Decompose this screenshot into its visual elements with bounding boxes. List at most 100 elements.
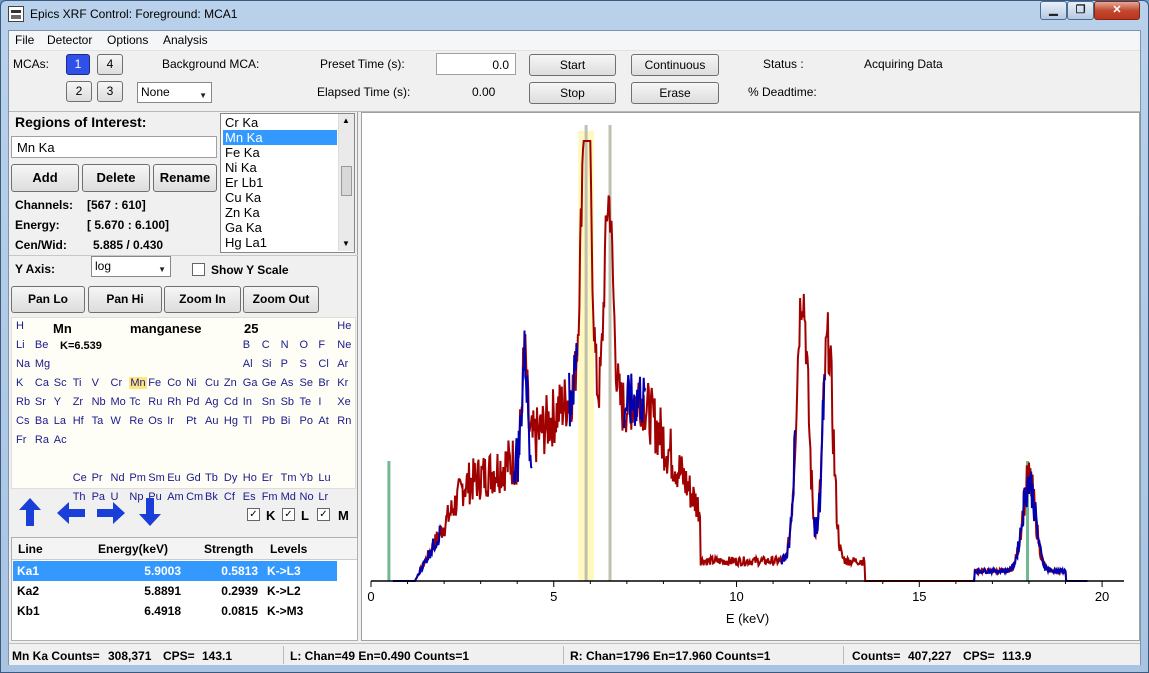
element-dy[interactable]: Dy [223, 472, 238, 484]
element-ag[interactable]: Ag [205, 396, 219, 408]
element-li[interactable]: Li [16, 339, 25, 351]
element-cs[interactable]: Cs [16, 415, 30, 427]
element-h[interactable]: H [16, 320, 24, 332]
element-f[interactable]: F [318, 339, 326, 351]
element-re[interactable]: Re [129, 415, 144, 427]
roi-list-item[interactable]: Er Lb1 [225, 175, 264, 190]
element-co[interactable]: Co [167, 377, 182, 389]
element-pr[interactable]: Pr [91, 472, 103, 484]
element-au[interactable]: Au [205, 415, 219, 427]
element-pt[interactable]: Pt [186, 415, 197, 427]
scroll-down-icon[interactable]: ▼ [342, 239, 350, 248]
mca-button-2[interactable]: 2 [66, 81, 92, 102]
scroll-thumb[interactable] [341, 166, 352, 196]
element-si[interactable]: Si [261, 358, 272, 370]
element-bi[interactable]: Bi [280, 415, 291, 427]
element-fe[interactable]: Fe [148, 377, 162, 389]
element-te[interactable]: Te [299, 396, 312, 408]
element-sc[interactable]: Sc [53, 377, 67, 389]
element-kr[interactable]: Kr [337, 377, 349, 389]
element-ca[interactable]: Ca [34, 377, 49, 389]
table-row[interactable]: Ka2 5.8891 0.2939 K->L2 [13, 581, 337, 601]
element-ti[interactable]: Ti [72, 377, 82, 389]
element-ni[interactable]: Ni [186, 377, 197, 389]
element-la[interactable]: La [53, 415, 67, 427]
element-u[interactable]: U [110, 491, 119, 503]
element-p[interactable]: P [280, 358, 288, 370]
element-na[interactable]: Na [16, 358, 31, 370]
element-sm[interactable]: Sm [148, 472, 165, 484]
element-ge[interactable]: Ge [261, 377, 277, 389]
start-button[interactable]: Start [529, 54, 616, 76]
element-es[interactable]: Es [242, 491, 256, 503]
pan-lo-button[interactable]: Pan Lo [11, 286, 85, 313]
element-cl[interactable]: Cl [318, 358, 329, 370]
minimize-button[interactable]: ▁ [1040, 1, 1067, 20]
element-ra[interactable]: Ra [34, 434, 49, 446]
maximize-button[interactable]: ❐ [1067, 1, 1094, 20]
element-yb[interactable]: Yb [299, 472, 313, 484]
roi-add-button[interactable]: Add [11, 164, 79, 192]
element-pd[interactable]: Pd [186, 396, 200, 408]
mca-button-3[interactable]: 3 [97, 81, 123, 102]
roi-list-item[interactable]: Cr Ka [225, 115, 259, 130]
menu-options[interactable]: Options [107, 33, 149, 47]
left-arrow-icon[interactable] [57, 502, 85, 524]
element-k[interactable]: K [16, 377, 24, 389]
element-cd[interactable]: Cd [223, 396, 238, 408]
element-ba[interactable]: Ba [34, 415, 49, 427]
element-c[interactable]: C [261, 339, 270, 351]
element-gd[interactable]: Gd [186, 472, 201, 484]
background-mca-select[interactable]: None [137, 82, 212, 105]
menu-analysis[interactable]: Analysis [163, 33, 208, 47]
element-ho[interactable]: Ho [242, 472, 257, 484]
element-zr[interactable]: Zr [72, 396, 84, 408]
pan-hi-button[interactable]: Pan Hi [88, 286, 162, 313]
element-mo[interactable]: Mo [110, 396, 126, 408]
element-tl[interactable]: Tl [242, 415, 252, 427]
element-o[interactable]: O [299, 339, 309, 351]
l-lines-checkbox[interactable]: ✓ [282, 508, 295, 521]
element-mg[interactable]: Mg [34, 358, 51, 370]
element-cm[interactable]: Cm [186, 491, 204, 503]
element-ne[interactable]: Ne [337, 339, 352, 351]
element-md[interactable]: Md [280, 491, 296, 503]
element-sr[interactable]: Sr [34, 396, 46, 408]
element-at[interactable]: At [318, 415, 329, 427]
element-hf[interactable]: Hf [72, 415, 84, 427]
erase-button[interactable]: Erase [631, 82, 719, 104]
element-rh[interactable]: Rh [167, 396, 182, 408]
element-al[interactable]: Al [242, 358, 253, 370]
element-pm[interactable]: Pm [129, 472, 146, 484]
roi-list-item[interactable]: Fe Ka [225, 145, 260, 160]
zoom-in-button[interactable]: Zoom In [164, 286, 241, 313]
element-ir[interactable]: Ir [167, 415, 174, 427]
element-xe[interactable]: Xe [337, 396, 351, 408]
emission-lines-table[interactable]: Line Energy(keV) Strength Levels Ka1 5.90… [11, 537, 358, 641]
element-er[interactable]: Er [261, 472, 273, 484]
element-cu[interactable]: Cu [205, 377, 220, 389]
continuous-button[interactable]: Continuous [631, 54, 719, 76]
scroll-up-icon[interactable]: ▲ [342, 116, 350, 125]
element-w[interactable]: W [110, 415, 121, 427]
element-ru[interactable]: Ru [148, 396, 163, 408]
element-lr[interactable]: Lr [318, 491, 329, 503]
down-arrow-icon[interactable] [139, 498, 161, 526]
roi-list-item[interactable]: Ni Ka [225, 160, 257, 175]
mca-button-1[interactable]: 1 [66, 54, 90, 75]
element-nd[interactable]: Nd [110, 472, 125, 484]
element-sn[interactable]: Sn [261, 396, 276, 408]
element-b[interactable]: B [242, 339, 251, 351]
element-fm[interactable]: Fm [261, 491, 278, 503]
zoom-out-button[interactable]: Zoom Out [243, 286, 319, 313]
element-cf[interactable]: Cf [223, 491, 235, 503]
spectrum-plot[interactable]: 0 5 10 15 20 E (keV) [361, 112, 1140, 641]
preset-time-input[interactable]: 0.0 [436, 53, 516, 75]
element-pa[interactable]: Pa [91, 491, 106, 503]
element-lu[interactable]: Lu [318, 472, 331, 484]
element-tb[interactable]: Tb [205, 472, 218, 484]
close-button[interactable]: ✕ [1094, 1, 1140, 20]
element-np[interactable]: Np [129, 491, 144, 503]
table-row[interactable]: Kb1 6.4918 0.0815 K->M3 [13, 601, 337, 621]
element-fr[interactable]: Fr [16, 434, 27, 446]
